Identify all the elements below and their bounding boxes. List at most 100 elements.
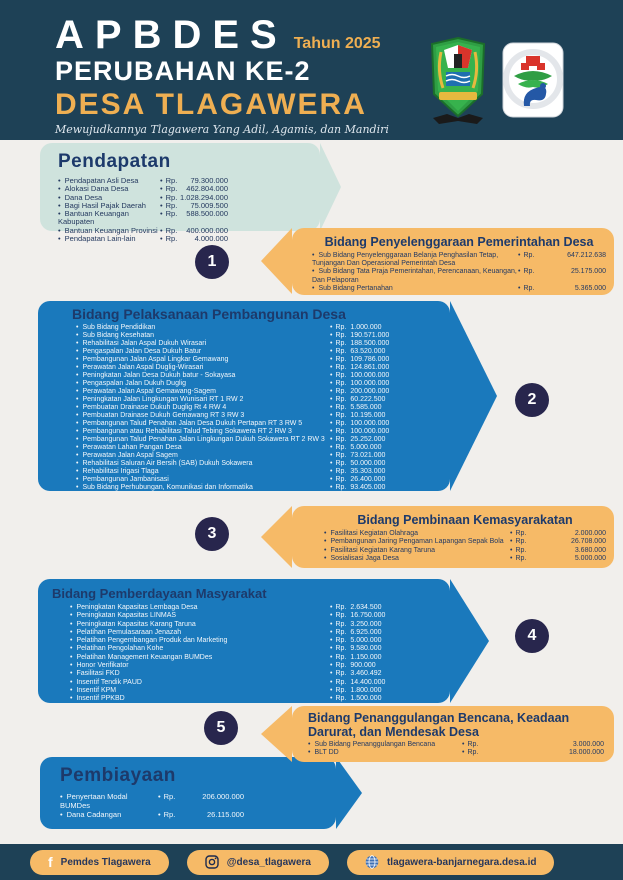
item-label: Peningkatan Kapasitas LINMAS: [70, 612, 330, 620]
currency-prefix: Rp.: [515, 530, 527, 537]
currency-prefix: Rp.: [523, 252, 535, 259]
budget-item: Peningkatan Kapasitas Karang Taruna Rp. …: [70, 621, 442, 629]
budget-item: Pembangunan Jambanisasi Rp. 26.400.000: [76, 476, 442, 484]
item-value: Rp. 206.000.000: [158, 792, 244, 801]
currency-prefix: Rp.: [165, 225, 178, 235]
item-amount: 35.303.000: [350, 468, 386, 475]
budget-item: Sub Bidang Kesehatan Rp. 190.571.000: [76, 332, 442, 340]
item-amount: 1.150.000: [350, 653, 382, 661]
item-label: Insentif KPM: [70, 687, 330, 695]
budget-item: Peningkatan Kapasitas LINMAS Rp. 16.750.…: [70, 612, 442, 620]
item-label: Bantuan Keuangan Provinsi: [58, 226, 160, 235]
facebook-link[interactable]: f Pemdes Tlagawera: [30, 849, 169, 875]
item-label: Sub Bidang Penanggulangan Bencana: [308, 741, 462, 749]
currency-prefix: Rp.: [335, 444, 347, 451]
currency-prefix: Rp.: [335, 686, 347, 694]
item-amount: 4.000.000: [194, 234, 228, 244]
item-value: Rp. 5.365.000: [518, 285, 606, 293]
instagram-link[interactable]: @desa_tlagawera: [186, 849, 329, 875]
item-label: Sub Bidang Perhubungan, Komunikasi dan I…: [76, 484, 330, 492]
currency-prefix: Rp.: [335, 662, 347, 670]
item-amount: 3.000.000: [572, 741, 604, 748]
kemendesa-logo: [502, 42, 564, 123]
item-label: Perawatan Lahan Pangan Desa: [76, 444, 330, 452]
title-line: APBDES Tahun 2025: [55, 14, 389, 56]
website-link[interactable]: tlagawera-banjarnegara.desa.id: [346, 849, 555, 875]
globe-icon: [365, 855, 379, 869]
currency-prefix: Rp.: [523, 268, 535, 276]
item-amount: 188.500.000: [350, 340, 390, 347]
section-number-1: 1: [195, 245, 229, 279]
item-value: Rp. 100.000.000: [330, 420, 442, 428]
budget-item: Pembangunan Talud Penahan Jalan Desa Duk…: [76, 420, 442, 428]
currency-prefix: Rp.: [335, 340, 347, 347]
budget-item: Peningkatan Jalan Desa Dukuh batur - Sok…: [76, 372, 442, 380]
currency-prefix: Rp.: [335, 637, 347, 645]
item-label: Peningkatan Kapasitas Lembaga Desa: [70, 604, 330, 612]
item-value: Rp. 3.250.000: [330, 621, 442, 629]
item-value: Rp. 5.000.000: [510, 555, 606, 563]
section-title: Bidang Pemberdayaan Masyarakat: [52, 586, 267, 601]
item-value: Rp. 25.175.000: [518, 268, 606, 276]
item-label: Rehabilitasi Saluran Air Bersih (SAB) Du…: [76, 460, 330, 468]
item-label: Pendapatan Lain-lain: [58, 234, 160, 243]
currency-prefix: Rp.: [335, 324, 347, 331]
item-amount: 206.000.000: [202, 792, 244, 801]
item-label: Rehabilitasi Irigasi Tlaga: [76, 468, 330, 476]
item-value: Rp. 26.115.000: [158, 810, 244, 819]
item-label: Pembangunan Jaring Pengaman Lapangan Sep…: [324, 538, 510, 546]
currency-prefix: Rp.: [335, 372, 347, 379]
budget-item: Insentif Tendik PAUD Rp. 14.400.000: [70, 679, 442, 687]
section-pembiayaan: Pembiayaan Penyertaan Modal BUMDes Rp. 2…: [40, 757, 362, 829]
budget-item: Bagi Hasil Pajak Daerah Rp. 75.009.500: [58, 200, 308, 210]
budget-item: Sub Bidang Pendidikan Rp. 1.000.000: [76, 324, 442, 332]
currency-prefix: Rp.: [335, 484, 347, 491]
section-title: Bidang Penyelenggaraan Pemerintahan Desa: [324, 235, 594, 249]
budget-item: Peningkatan Kapasitas Lembaga Desa Rp. 2…: [70, 604, 442, 612]
currency-prefix: Rp.: [165, 200, 178, 210]
header: APBDES Tahun 2025 PERUBAHAN KE-2 DESA TL…: [0, 0, 623, 140]
currency-prefix: Rp.: [335, 670, 347, 678]
item-label: Pembangunan atau Rehabilitasi Talud Tebi…: [76, 428, 330, 436]
section-title: Pembiayaan: [60, 765, 176, 786]
item-amount: 462.804.000: [186, 184, 228, 194]
currency-prefix: Rp.: [335, 460, 347, 467]
item-amount: 5.000.000: [350, 444, 382, 451]
item-value: Rp. 588.500.000: [160, 209, 228, 218]
item-label: Peningkatan Jalan Desa Dukuh batur - Sok…: [76, 372, 330, 380]
item-amount: 100.000.000: [350, 420, 390, 427]
item-amount: 100.000.000: [350, 372, 390, 379]
currency-prefix: Rp.: [335, 452, 347, 459]
item-value: Rp. 35.303.000: [330, 468, 442, 476]
budget-item: Pelatihan Management Keuangan BUMDes Rp.…: [70, 654, 442, 662]
item-value: Rp. 3.000.000: [462, 741, 604, 749]
item-label: Pelatihan Pemulasaraan Jenazah: [70, 629, 330, 637]
section-title: Bidang Pelaksanaan Pembangunan Desa: [72, 306, 346, 322]
item-amount: 5.000.000: [574, 555, 606, 563]
budget-item: Bantuan Keuangan Provinsi Rp. 400.000.00…: [58, 225, 308, 235]
currency-prefix: Rp.: [335, 348, 347, 355]
item-label: Pelatihan Pengolahan Kohe: [70, 645, 330, 653]
facebook-icon: f: [48, 854, 53, 870]
budget-item: Dana Cadangan Rp. 26.115.000: [60, 810, 326, 819]
budget-item: Sub Bidang Perhubungan, Komunikasi dan I…: [76, 484, 442, 492]
item-amount: 2.634.500: [350, 604, 382, 611]
currency-prefix: Rp.: [467, 749, 479, 757]
item-label: Sub Bidang Penyelenggaraan Belanja Pengh…: [312, 252, 518, 268]
item-label: Bantuan Keuangan Kabupaten: [58, 210, 160, 227]
item-value: Rp. 5.000.000: [330, 444, 442, 452]
budget-item: Pelatihan Pengolahan Kohe Rp. 9.580.000: [70, 645, 442, 653]
item-amount: 900.000: [350, 662, 376, 670]
item-value: Rp. 5.585.000: [330, 404, 442, 412]
item-value: Rp. 93.405.000: [330, 484, 442, 492]
bidang2-list: Sub Bidang Pendidikan Rp. 1.000.000 Sub …: [68, 324, 442, 492]
item-label: Pembangunan Jalan Aspal Lingkar Gemawang: [76, 356, 330, 364]
section-number-3: 3: [195, 517, 229, 551]
item-amount: 63.520.000: [350, 348, 386, 355]
currency-prefix: Rp.: [335, 695, 347, 703]
item-amount: 6.925.000: [350, 628, 382, 636]
item-amount: 14.400.000: [350, 678, 386, 686]
item-amount: 79.300.000: [190, 176, 228, 185]
item-value: Rp. 647.212.638: [518, 252, 606, 260]
currency-prefix: Rp.: [165, 192, 178, 202]
